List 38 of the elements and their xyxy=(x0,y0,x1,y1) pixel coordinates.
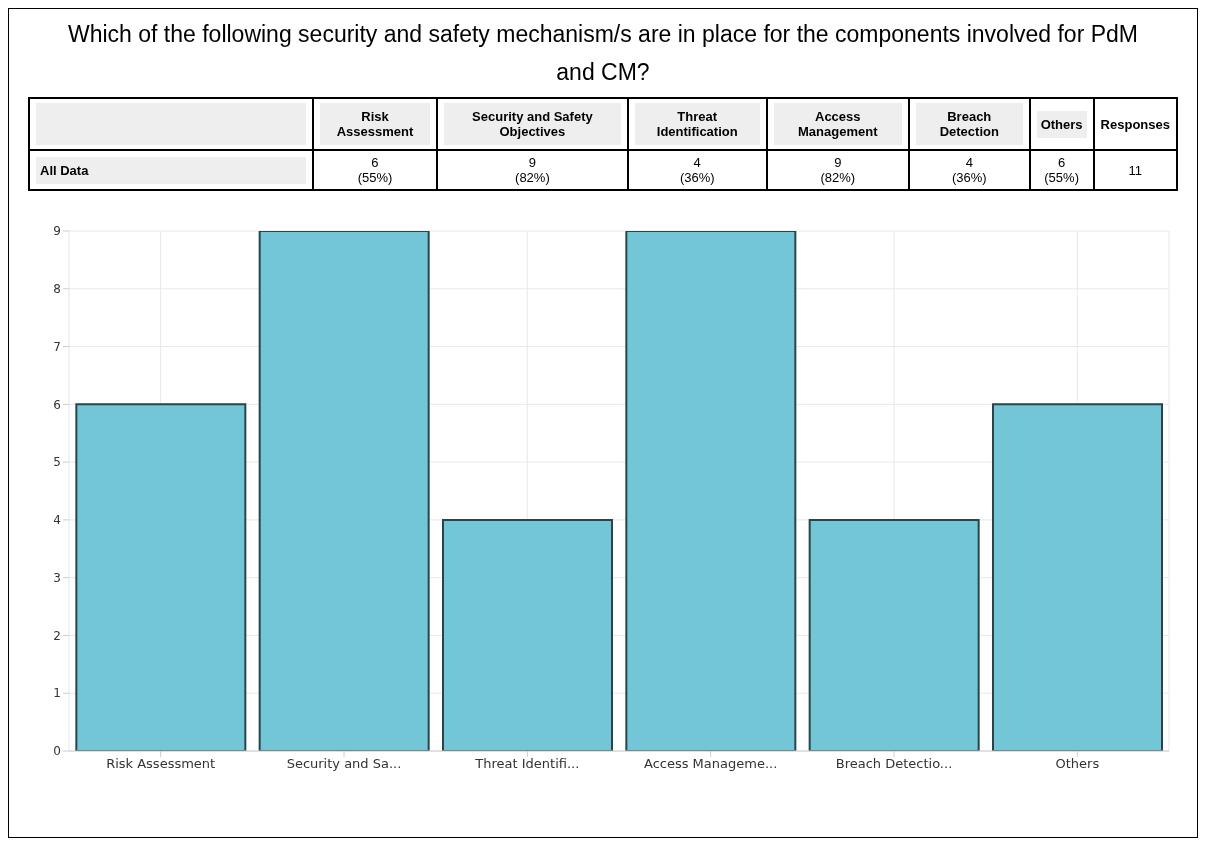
x-tick-label: Breach Detectio... xyxy=(835,756,953,772)
y-tick-label: 0 xyxy=(53,744,61,759)
y-tick-label: 6 xyxy=(53,397,61,412)
text: 9 (82%) xyxy=(436,150,628,190)
y-tick-label: 4 xyxy=(53,513,61,528)
text: Access Management xyxy=(773,103,902,145)
bar xyxy=(625,231,797,751)
bar xyxy=(442,518,613,751)
text: Responses xyxy=(1093,98,1177,150)
y-tick-label: 7 xyxy=(53,339,61,354)
chart-title: Which of the following security and safety mechanism/s are in place for the components involved for PdM and CM? xyxy=(67,20,1139,87)
x-tick-label: Access Manageme... xyxy=(643,756,778,772)
y-tick-label: 9 xyxy=(53,224,61,239)
bar xyxy=(75,403,247,751)
text: 4 (36%) xyxy=(627,150,767,190)
y-tick-label: 3 xyxy=(53,570,61,585)
bar xyxy=(258,231,430,751)
text: Security and Safety Objectives xyxy=(443,103,621,145)
x-tick-label: Others xyxy=(1055,756,1100,772)
x-tick-label: Security and Sa... xyxy=(286,756,402,772)
text: Risk Assessment xyxy=(320,103,430,145)
text: All Data xyxy=(36,156,306,184)
y-tick-label: 5 xyxy=(53,455,61,470)
text: 6 (55%) xyxy=(313,150,437,190)
text: Breach Detection xyxy=(915,103,1023,145)
text: Threat Identification xyxy=(634,103,760,145)
text: 9 (82%) xyxy=(766,150,909,190)
bar xyxy=(992,403,1163,751)
text: 4 (36%) xyxy=(908,150,1030,190)
bar xyxy=(808,518,980,751)
x-tick-label: Threat Identifi... xyxy=(474,756,580,772)
y-tick-label: 2 xyxy=(53,628,61,643)
text: 6 (55%) xyxy=(1029,150,1094,190)
text: Others xyxy=(1036,110,1087,138)
y-tick-label: 1 xyxy=(53,686,61,701)
y-tick-label: 8 xyxy=(53,282,61,297)
x-tick-label: Risk Assessment xyxy=(106,756,216,772)
text: 11 xyxy=(1093,150,1177,190)
